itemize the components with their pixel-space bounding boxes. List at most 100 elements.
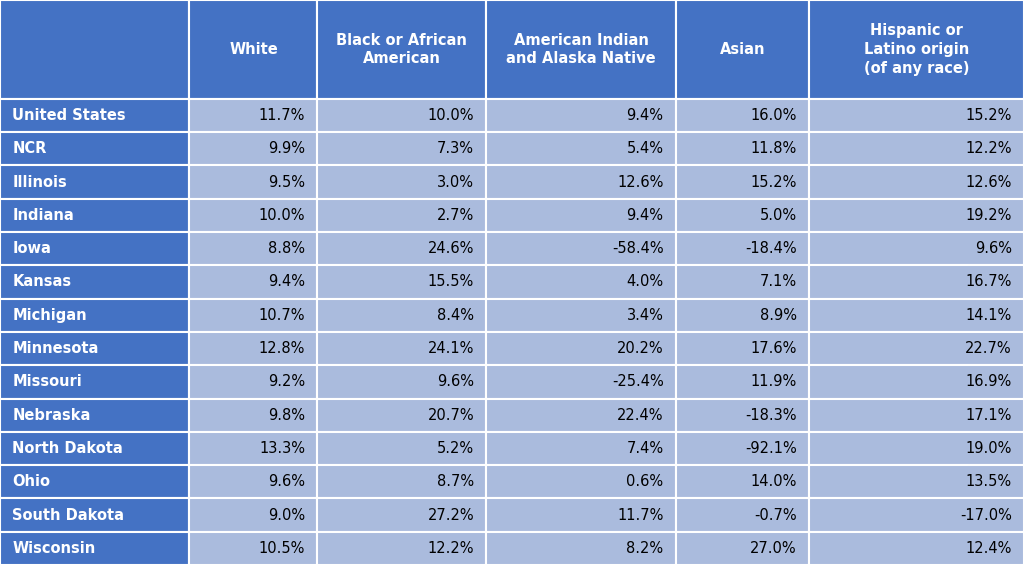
Bar — [486, 99, 676, 132]
Bar — [189, 166, 317, 199]
Text: 5.0%: 5.0% — [760, 208, 797, 223]
Bar — [676, 166, 809, 199]
Bar — [676, 266, 809, 299]
Bar — [317, 398, 486, 432]
Bar — [189, 299, 317, 332]
Text: South Dakota: South Dakota — [12, 507, 124, 523]
Text: 15.2%: 15.2% — [966, 108, 1012, 123]
Text: 10.7%: 10.7% — [259, 308, 305, 323]
Bar — [486, 266, 676, 299]
Bar — [676, 432, 809, 465]
Bar — [0, 199, 189, 232]
Text: 19.0%: 19.0% — [966, 441, 1012, 456]
Text: 16.9%: 16.9% — [966, 375, 1012, 389]
Bar — [317, 199, 486, 232]
Bar — [486, 166, 676, 199]
Text: 8.9%: 8.9% — [760, 308, 797, 323]
Bar — [486, 299, 676, 332]
Bar — [809, 332, 1024, 365]
Text: 10.5%: 10.5% — [259, 541, 305, 556]
Text: 9.8%: 9.8% — [268, 408, 305, 423]
Bar — [317, 132, 486, 166]
Bar — [317, 432, 486, 465]
Text: United States: United States — [12, 108, 126, 123]
Text: 20.2%: 20.2% — [616, 341, 664, 356]
Bar — [0, 498, 189, 532]
Text: Minnesota: Minnesota — [12, 341, 98, 356]
Bar — [317, 166, 486, 199]
Bar — [809, 432, 1024, 465]
Text: 8.4%: 8.4% — [437, 308, 474, 323]
Text: 19.2%: 19.2% — [966, 208, 1012, 223]
Text: 17.6%: 17.6% — [751, 341, 797, 356]
Bar — [0, 432, 189, 465]
Text: 24.1%: 24.1% — [428, 341, 474, 356]
Bar — [676, 0, 809, 99]
Text: 3.4%: 3.4% — [627, 308, 664, 323]
Bar — [486, 498, 676, 532]
Text: Missouri: Missouri — [12, 375, 82, 389]
Text: 7.1%: 7.1% — [760, 275, 797, 289]
Text: Michigan: Michigan — [12, 308, 87, 323]
Text: 5.2%: 5.2% — [437, 441, 474, 456]
Text: 9.4%: 9.4% — [627, 208, 664, 223]
Bar — [189, 232, 317, 266]
Bar — [0, 266, 189, 299]
Text: Ohio: Ohio — [12, 474, 50, 489]
Text: American Indian
and Alaska Native: American Indian and Alaska Native — [506, 33, 656, 66]
Text: 22.4%: 22.4% — [617, 408, 664, 423]
Text: -18.3%: -18.3% — [745, 408, 797, 423]
Text: 12.2%: 12.2% — [428, 541, 474, 556]
Bar — [189, 266, 317, 299]
Bar — [809, 365, 1024, 398]
Bar — [809, 299, 1024, 332]
Text: Indiana: Indiana — [12, 208, 74, 223]
Text: -18.4%: -18.4% — [745, 241, 797, 256]
Bar — [317, 232, 486, 266]
Bar — [809, 532, 1024, 565]
Bar — [317, 299, 486, 332]
Text: 14.0%: 14.0% — [751, 474, 797, 489]
Bar — [189, 398, 317, 432]
Bar — [486, 232, 676, 266]
Bar — [0, 365, 189, 398]
Text: -17.0%: -17.0% — [959, 507, 1012, 523]
Bar — [317, 365, 486, 398]
Text: -0.7%: -0.7% — [754, 507, 797, 523]
Text: 9.4%: 9.4% — [268, 275, 305, 289]
Text: 20.7%: 20.7% — [427, 408, 474, 423]
Bar — [809, 498, 1024, 532]
Text: NCR: NCR — [12, 141, 47, 157]
Text: 15.2%: 15.2% — [751, 175, 797, 190]
Bar — [809, 266, 1024, 299]
Text: Black or African
American: Black or African American — [337, 33, 467, 66]
Bar — [676, 232, 809, 266]
Bar — [676, 365, 809, 398]
Text: Kansas: Kansas — [12, 275, 72, 289]
Bar — [189, 199, 317, 232]
Bar — [0, 99, 189, 132]
Bar — [0, 299, 189, 332]
Text: 11.7%: 11.7% — [617, 507, 664, 523]
Bar — [809, 199, 1024, 232]
Text: 9.6%: 9.6% — [437, 375, 474, 389]
Bar — [0, 166, 189, 199]
Bar — [486, 132, 676, 166]
Bar — [317, 332, 486, 365]
Bar — [317, 99, 486, 132]
Text: -25.4%: -25.4% — [611, 375, 664, 389]
Text: 24.6%: 24.6% — [428, 241, 474, 256]
Text: -92.1%: -92.1% — [744, 441, 797, 456]
Text: 9.0%: 9.0% — [268, 507, 305, 523]
Text: 22.7%: 22.7% — [965, 341, 1012, 356]
Text: 4.0%: 4.0% — [627, 275, 664, 289]
Bar — [809, 398, 1024, 432]
Bar — [189, 365, 317, 398]
Bar — [676, 498, 809, 532]
Bar — [809, 465, 1024, 498]
Bar — [189, 0, 317, 99]
Bar — [676, 532, 809, 565]
Text: 14.1%: 14.1% — [966, 308, 1012, 323]
Text: 5.4%: 5.4% — [627, 141, 664, 157]
Bar — [486, 332, 676, 365]
